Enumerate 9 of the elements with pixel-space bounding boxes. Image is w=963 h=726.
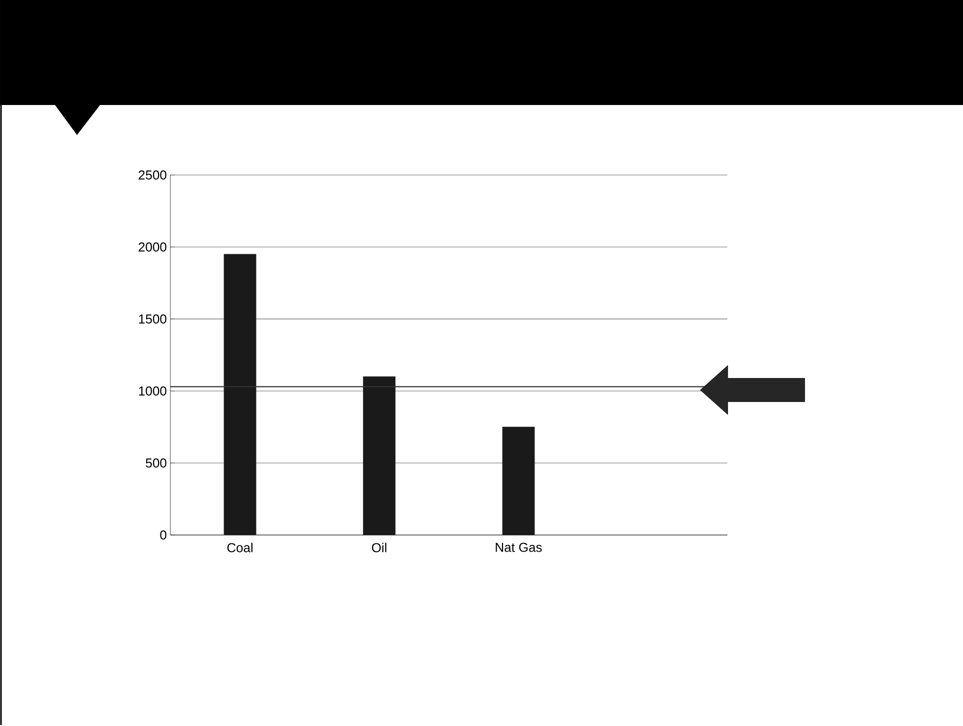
y-tick-label: 2000: [138, 242, 166, 252]
x-tick-label: Coal: [227, 542, 252, 552]
y-tick-label: 1500: [139, 314, 166, 324]
x-tick-label: Nat Gas: [496, 542, 542, 552]
x-tick-label: Oil: [372, 542, 386, 552]
y-tick-label: 2500: [138, 170, 166, 180]
y-tick-label: 500: [146, 458, 166, 468]
y-tick-label: 1000: [139, 386, 166, 396]
y-tick-label: 0: [160, 530, 166, 540]
